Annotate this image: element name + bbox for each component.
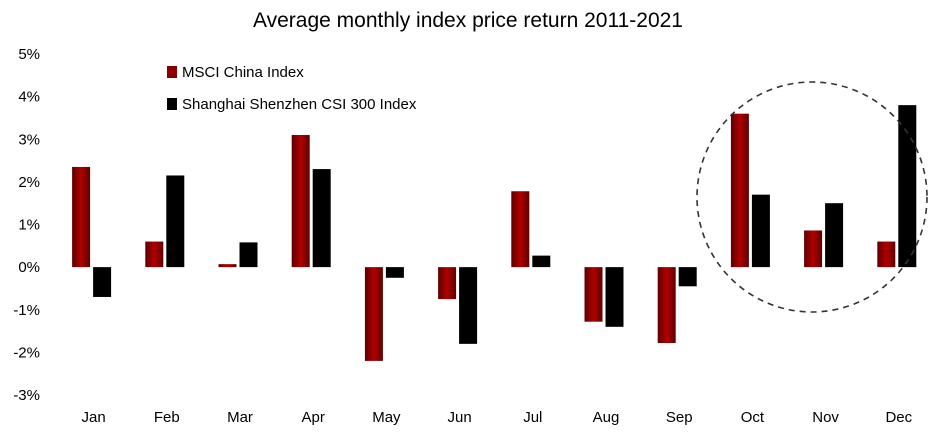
x-tick-label: May: [372, 409, 401, 426]
x-tick-label: Dec: [885, 409, 912, 426]
x-tick-label: Oct: [741, 409, 765, 426]
highlight-circle: [696, 81, 928, 313]
msci-china-bar-nov: [804, 230, 823, 268]
y-tick-label: -1%: [13, 302, 40, 319]
csi300-bar-dec: [898, 105, 917, 268]
x-tick-label: Aug: [593, 409, 620, 426]
msci-china-bar-oct: [730, 113, 749, 268]
legend-swatch-msci-china: [167, 66, 177, 78]
msci-china-bar-jul: [511, 191, 530, 268]
legend-label-msci-china: MSCI China Index: [182, 64, 304, 81]
x-tick-label: Nov: [812, 409, 839, 426]
legend: MSCI China Index Shanghai Shenzhen CSI 30…: [167, 64, 417, 113]
msci-china-bar-may: [364, 267, 383, 361]
msci-china-bar-dec: [877, 241, 896, 268]
msci-china-bar-sep: [657, 267, 676, 343]
x-tick-label: Jan: [82, 409, 106, 426]
y-tick-label: 4%: [18, 89, 40, 106]
x-tick-label: Apr: [302, 409, 325, 426]
csi300-bar-jun: [459, 267, 478, 344]
csi300-bar-aug: [605, 267, 624, 327]
csi300-bar-feb: [166, 175, 185, 268]
x-tick-label: Jul: [523, 409, 542, 426]
msci-china-bar-mar: [218, 264, 237, 268]
legend-swatch-csi300: [167, 98, 177, 110]
csi300-bar-may: [385, 267, 404, 278]
csi300-bar-sep: [678, 267, 697, 287]
msci-china-bar-aug: [584, 267, 603, 322]
bars: [72, 105, 917, 361]
x-tick-label: Sep: [666, 409, 693, 426]
y-tick-label: 5%: [18, 46, 40, 63]
y-tick-label: -2%: [13, 344, 40, 361]
msci-china-bar-jun: [438, 267, 457, 300]
msci-china-bar-feb: [145, 241, 164, 268]
chart-title: Average monthly index price return 2011-…: [253, 9, 683, 32]
csi300-bar-oct: [751, 194, 770, 268]
csi300-bar-apr: [312, 169, 331, 268]
y-tick-label: 2%: [18, 174, 40, 191]
csi300-bar-jan: [93, 267, 112, 297]
y-tick-label: 1%: [18, 217, 40, 234]
csi300-bar-mar: [239, 242, 258, 268]
x-tick-label: Mar: [227, 409, 253, 426]
y-axis: 5% 4% 3% 2% 1% 0% -1% -2% -3%: [13, 46, 40, 404]
y-tick-label: 0%: [18, 259, 40, 276]
msci-china-bar-jan: [72, 166, 91, 268]
x-tick-label: Feb: [154, 409, 180, 426]
x-tick-label: Jun: [448, 409, 472, 426]
csi300-bar-nov: [825, 203, 844, 268]
y-tick-label: -3%: [13, 387, 40, 404]
csi300-bar-jul: [532, 255, 551, 268]
msci-china-bar-apr: [291, 134, 310, 268]
x-axis: Jan Feb Mar Apr May Jun Jul Aug Sep Oct Nov Dec: [82, 409, 913, 426]
legend-label-csi300: Shanghai Shenzhen CSI 300 Index: [182, 96, 417, 113]
y-tick-label: 3%: [18, 131, 40, 148]
